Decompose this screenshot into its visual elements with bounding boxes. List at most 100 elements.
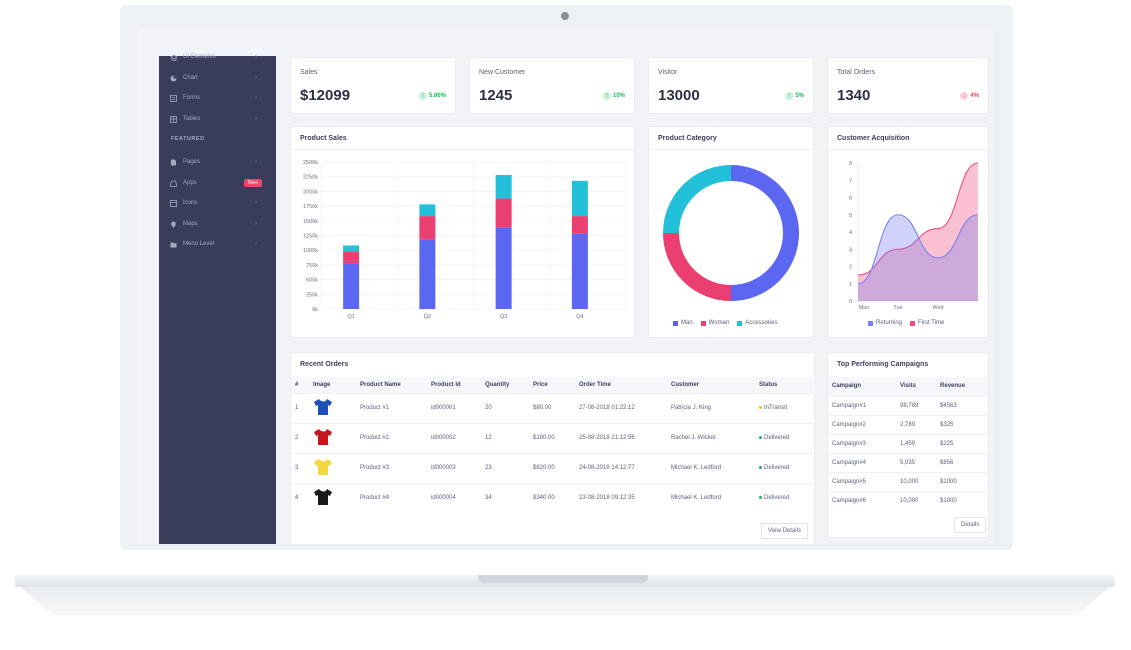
product-image xyxy=(309,482,356,513)
chevron-right-icon: › xyxy=(255,200,257,206)
legend-item: Man xyxy=(673,320,693,326)
table-row[interactable]: 1 Product #1 id000001 20 $80.00 27-08-2018 01… xyxy=(291,392,815,423)
bar-segment xyxy=(343,251,360,264)
campaigns-table: Campaign Visits Revenue Campaign#1 98,789 $4… xyxy=(828,377,988,510)
y-tick-label: 1000k xyxy=(303,248,318,254)
campaigns-title: Top Performing Campaigns xyxy=(837,361,929,368)
folder-icon xyxy=(169,240,177,248)
product-category-title: Product Category xyxy=(658,135,717,142)
status-badge: InTransit xyxy=(764,405,788,411)
campaign-cell: $856 xyxy=(936,452,988,472)
sidebar-item-forms[interactable]: Forms › xyxy=(169,91,269,105)
campaign-cell: $1000 xyxy=(936,490,988,510)
details-button[interactable]: Details xyxy=(954,517,987,533)
camera-icon xyxy=(561,12,569,20)
arrow-up-icon: ↑ xyxy=(602,92,611,100)
table-row[interactable]: Campaign#5 10,000 $1000 xyxy=(828,471,988,491)
laptop-notch xyxy=(478,575,648,583)
table-row[interactable]: Campaign#3 1,459 $225 xyxy=(828,433,988,453)
grid-icon xyxy=(169,199,177,207)
y-tick-label: 500k xyxy=(306,278,318,284)
status-cell: InTransit xyxy=(755,392,815,423)
column-header: Product Id xyxy=(427,377,481,393)
form-icon xyxy=(169,94,177,102)
bar-segment xyxy=(571,233,588,309)
divider xyxy=(649,149,813,150)
map-pin-icon xyxy=(169,220,177,228)
table-row[interactable]: 2 Product #2 id000002 12 $180.00 25-08-2018 2… xyxy=(291,422,815,453)
y-tick-label: 2 xyxy=(849,265,852,271)
sidebar-item-apps[interactable]: Apps New › xyxy=(169,176,269,190)
sidebar-item-label: Tables xyxy=(183,116,201,122)
stat-delta-value: 5.86% xyxy=(428,93,446,99)
table-row[interactable]: Campaign#2 2,789 $325 xyxy=(828,414,988,434)
row-number: 3 xyxy=(291,452,309,483)
chevron-right-icon: › xyxy=(255,75,257,81)
sidebar-item-label: UI Elements xyxy=(183,54,216,60)
cell-name: Product #4 xyxy=(356,482,427,513)
status-cell: Delivered xyxy=(755,482,815,513)
line-first-time xyxy=(857,162,979,276)
table-icon xyxy=(169,115,177,123)
legend-item: First Time xyxy=(910,320,944,326)
stat-delta: ↑ 5% xyxy=(785,92,804,100)
cell-time: 24-08-2018 14:12:77 xyxy=(575,452,667,483)
campaign-cell: Campaign#5 xyxy=(828,471,897,491)
row-number: 1 xyxy=(291,392,309,423)
new-badge: New xyxy=(244,179,263,187)
sidebar-item-ui-elements[interactable]: UI Elements › xyxy=(169,50,269,64)
bar-segment xyxy=(343,263,360,309)
view-details-button[interactable]: View Details xyxy=(761,523,808,539)
bar-segment xyxy=(495,174,512,199)
cell-time: 23-08-2018 09:12:35 xyxy=(575,482,667,513)
status-dot xyxy=(759,435,762,439)
table-row[interactable]: Campaign#6 10,000 $1000 xyxy=(828,490,988,510)
stat-card-total-orders: Total Orders 1340 ↓ 4% xyxy=(827,57,989,114)
donut-slice-man xyxy=(730,165,799,301)
cell-name: Product #1 xyxy=(356,392,427,423)
chevron-right-icon: › xyxy=(255,54,257,60)
table-row[interactable]: Campaign#4 5,035 $856 xyxy=(828,452,988,472)
cell-time: 27-08-2018 01:22:12 xyxy=(575,392,667,423)
x-tick-label: Q2 xyxy=(424,314,431,320)
campaign-cell: 10,000 xyxy=(896,471,937,491)
cell-price: $180.00 xyxy=(529,422,575,453)
sidebar-item-chart[interactable]: Chart › xyxy=(169,71,269,85)
divider xyxy=(291,149,634,150)
y-tick-label: 1750k xyxy=(303,204,318,210)
cell-customer: Michael K. Ledford xyxy=(667,482,755,513)
table-row[interactable]: 4 Product #4 id000004 34 $340.00 23-08-2018 0… xyxy=(291,482,815,513)
sidebar-item-menu-level[interactable]: Menu Level › xyxy=(169,237,269,251)
column-header: Quantity xyxy=(481,377,529,393)
stat-value: $12099 xyxy=(300,87,351,104)
line-returning xyxy=(857,214,979,285)
legend-swatch xyxy=(673,320,678,326)
stat-value: 13000 xyxy=(658,87,700,104)
stat-card-visitor: Visitor 13000 ↑ 5% xyxy=(648,57,814,114)
sidebar-item-pages[interactable]: Pages › xyxy=(169,155,269,169)
x-tick-label: Q4 xyxy=(576,314,583,320)
legend-item: Accessories xyxy=(737,320,778,326)
table-row[interactable]: Campaign#1 98,789 $4563 xyxy=(828,395,988,415)
campaign-cell: Campaign#1 xyxy=(828,395,897,415)
sidebar-item-maps[interactable]: Maps › xyxy=(169,217,269,231)
campaign-cell: Campaign#6 xyxy=(828,490,897,510)
bar-segment xyxy=(495,227,512,309)
y-tick-label: 250k xyxy=(306,292,318,298)
status-badge: Delivered xyxy=(764,465,790,471)
sidebar-item-tables[interactable]: Tables › xyxy=(169,112,269,126)
sidebar-item-label: Apps xyxy=(183,180,197,186)
table-row[interactable]: 3 Product #3 id000003 23 $820.00 24-08-2018 1… xyxy=(291,452,815,483)
stat-delta: ↑ 5.86% xyxy=(418,92,446,100)
tshirt-icon xyxy=(314,459,332,475)
campaign-cell: Campaign#2 xyxy=(828,414,897,434)
y-tick-label: 1 xyxy=(849,282,852,288)
area-returning xyxy=(858,214,978,301)
status-badge: Delivered xyxy=(764,435,790,441)
sidebar-item-icons[interactable]: Icons › xyxy=(169,196,269,210)
y-tick-label: 2000k xyxy=(303,189,318,195)
column-header: Revenue xyxy=(936,377,988,396)
legend-swatch xyxy=(700,320,706,326)
product-sales-chart: 0k 250k 500k 750k 1000k 1250k 1500k 1750k 2000k 2… xyxy=(303,160,627,320)
column-header: Order Time xyxy=(575,377,667,393)
